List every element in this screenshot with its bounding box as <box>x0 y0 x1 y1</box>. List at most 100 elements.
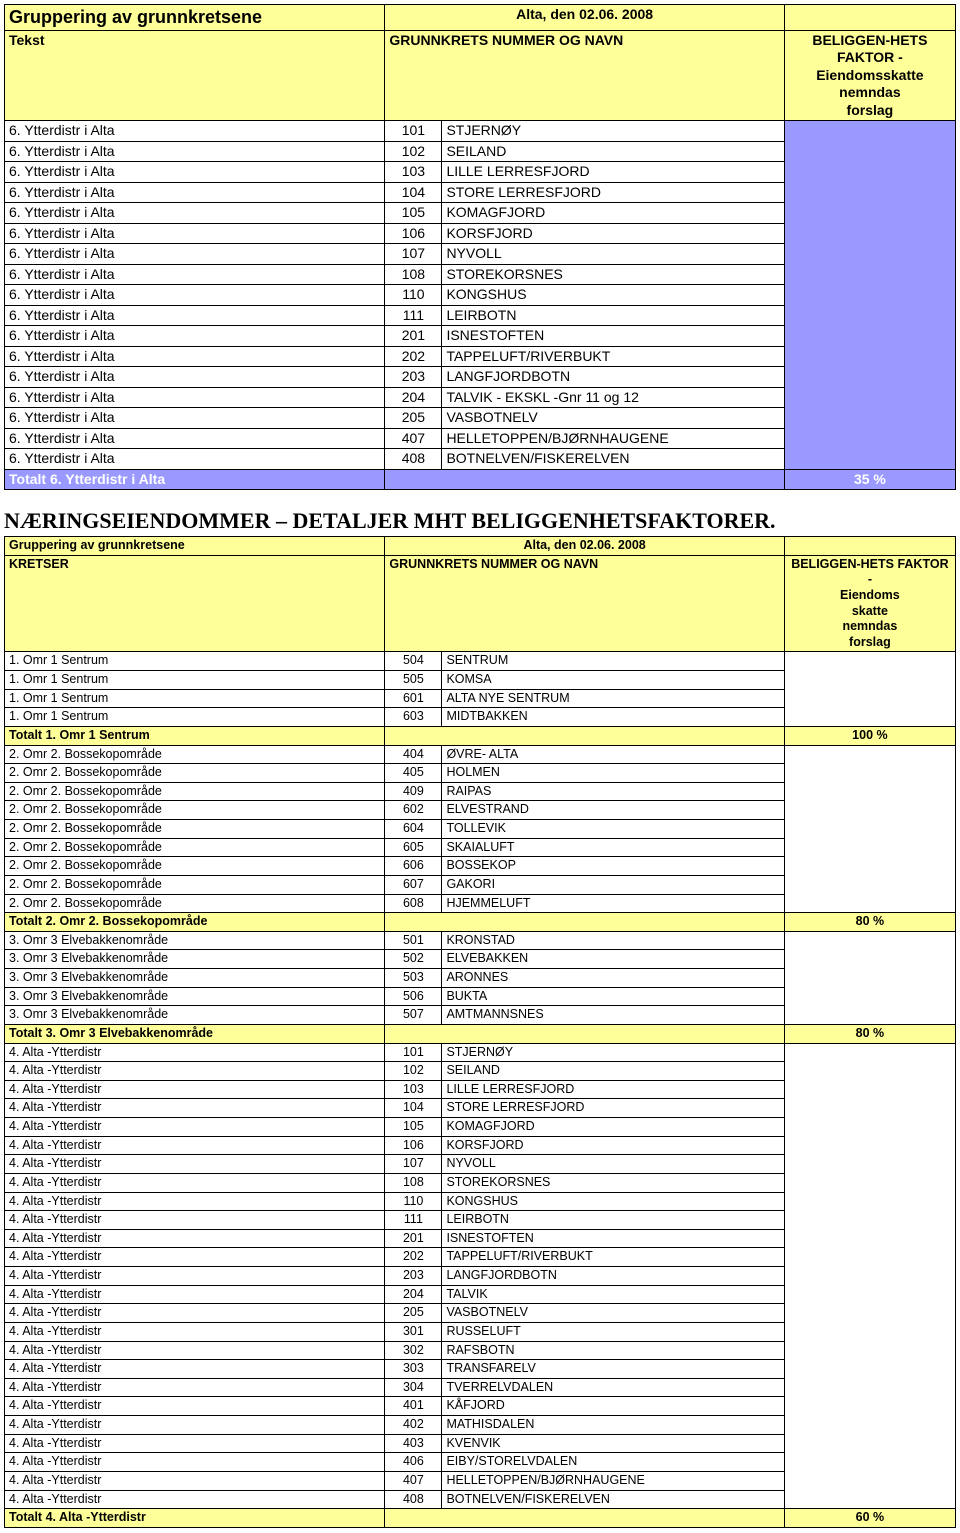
cell-number: 502 <box>385 950 442 969</box>
cell-number: 101 <box>385 121 442 142</box>
cell-number: 506 <box>385 987 442 1006</box>
cell-tekst: 4. Alta -Ytterdistr <box>5 1211 385 1230</box>
cell-tekst: 4. Alta -Ytterdistr <box>5 1341 385 1360</box>
cell-tekst: 4. Alta -Ytterdistr <box>5 1267 385 1286</box>
cell-number: 110 <box>385 1192 442 1211</box>
cell-name: EIBY/STORELVDALEN <box>442 1453 784 1472</box>
header-tekst: KRETSER <box>5 555 385 652</box>
cell-name: ØVRE- ALTA <box>442 745 784 764</box>
cell-number: 103 <box>385 1080 442 1099</box>
cell-tekst: 6. Ytterdistr i Alta <box>5 305 385 326</box>
cell-name: STJERNØY <box>442 1043 784 1062</box>
cell-number: 405 <box>385 764 442 783</box>
cell-tekst: 1. Omr 1 Sentrum <box>5 671 385 690</box>
cell-tekst: 6. Ytterdistr i Alta <box>5 121 385 142</box>
table-ytterdistr: Gruppering av grunnkretseneAlta, den 02.… <box>4 4 956 490</box>
cell-number: 204 <box>385 1285 442 1304</box>
cell-name: LANGFJORDBOTN <box>442 367 784 388</box>
cell-tekst: 2. Omr 2. Bossekopområde <box>5 764 385 783</box>
cell-name: TOLLEVIK <box>442 820 784 839</box>
cell-tekst: 4. Alta -Ytterdistr <box>5 1192 385 1211</box>
cell-tekst: 4. Alta -Ytterdistr <box>5 1453 385 1472</box>
cell-number: 105 <box>385 1118 442 1137</box>
total-blank <box>385 913 784 932</box>
cell-number: 202 <box>385 346 442 367</box>
cell-name: KVENVIK <box>442 1434 784 1453</box>
cell-name: KÅFJORD <box>442 1397 784 1416</box>
cell-number: 111 <box>385 1211 442 1230</box>
cell-tekst: 4. Alta -Ytterdistr <box>5 1248 385 1267</box>
cell-number: 507 <box>385 1006 442 1025</box>
cell-number: 505 <box>385 671 442 690</box>
cell-number: 402 <box>385 1416 442 1435</box>
cell-tekst: 4. Alta -Ytterdistr <box>5 1099 385 1118</box>
total-factor: 80 % <box>784 1024 955 1043</box>
cell-name: BOTNELVEN/FISKERELVEN <box>442 449 784 470</box>
cell-tekst: 1. Omr 1 Sentrum <box>5 689 385 708</box>
total-blank <box>385 1509 784 1528</box>
cell-name: ALTA NYE SENTRUM <box>442 689 784 708</box>
cell-number: 501 <box>385 931 442 950</box>
cell-name: ISNESTOFTEN <box>442 326 784 347</box>
cell-number: 203 <box>385 1267 442 1286</box>
cell-number: 205 <box>385 408 442 429</box>
factor-block <box>784 931 955 1024</box>
cell-number: 201 <box>385 1229 442 1248</box>
cell-tekst: 6. Ytterdistr i Alta <box>5 387 385 408</box>
cell-number: 408 <box>385 1490 442 1509</box>
cell-number: 202 <box>385 1248 442 1267</box>
cell-number: 407 <box>385 1471 442 1490</box>
cell-tekst: 2. Omr 2. Bossekopområde <box>5 838 385 857</box>
cell-number: 103 <box>385 162 442 183</box>
cell-name: KOMAGFJORD <box>442 203 784 224</box>
cell-tekst: 2. Omr 2. Bossekopområde <box>5 782 385 801</box>
cell-name: KORSFJORD <box>442 223 784 244</box>
cell-number: 111 <box>385 305 442 326</box>
cell-number: 606 <box>385 857 442 876</box>
header-grunnkrets: GRUNNKRETS NUMMER OG NAVN <box>385 30 784 121</box>
cell-name: VASBOTNELV <box>442 1304 784 1323</box>
cell-number: 102 <box>385 141 442 162</box>
cell-tekst: 3. Omr 3 Elvebakkenområde <box>5 969 385 988</box>
total-factor: 100 % <box>784 726 955 745</box>
cell-tekst: 4. Alta -Ytterdistr <box>5 1136 385 1155</box>
cell-tekst: 6. Ytterdistr i Alta <box>5 367 385 388</box>
cell-number: 401 <box>385 1397 442 1416</box>
factor-block <box>784 652 955 727</box>
cell-name: STJERNØY <box>442 121 784 142</box>
cell-name: STOREKORSNES <box>442 264 784 285</box>
cell-name: ARONNES <box>442 969 784 988</box>
total-factor: 60 % <box>784 1509 955 1528</box>
cell-tekst: 4. Alta -Ytterdistr <box>5 1155 385 1174</box>
cell-name: SEILAND <box>442 141 784 162</box>
table-row: 1. Omr 1 Sentrum504SENTRUM <box>5 652 956 671</box>
cell-name: RAIPAS <box>442 782 784 801</box>
cell-tekst: 2. Omr 2. Bossekopområde <box>5 894 385 913</box>
cell-number: 104 <box>385 182 442 203</box>
cell-tekst: 4. Alta -Ytterdistr <box>5 1378 385 1397</box>
cell-tekst: 4. Alta -Ytterdistr <box>5 1173 385 1192</box>
cell-number: 108 <box>385 264 442 285</box>
cell-name: KOMAGFJORD <box>442 1118 784 1137</box>
table-row: 6. Ytterdistr i Alta101STJERNØY <box>5 121 956 142</box>
cell-tekst: 6. Ytterdistr i Alta <box>5 162 385 183</box>
cell-name: LANGFJORDBOTN <box>442 1267 784 1286</box>
cell-number: 107 <box>385 1155 442 1174</box>
cell-tekst: 4. Alta -Ytterdistr <box>5 1043 385 1062</box>
table-date: Alta, den 02.06. 2008 <box>385 537 784 556</box>
cell-number: 409 <box>385 782 442 801</box>
cell-name: STORE LERRESFJORD <box>442 182 784 203</box>
cell-name: VASBOTNELV <box>442 408 784 429</box>
cell-number: 102 <box>385 1062 442 1081</box>
cell-number: 404 <box>385 745 442 764</box>
total-blank <box>385 469 784 490</box>
cell-name: ISNESTOFTEN <box>442 1229 784 1248</box>
cell-number: 601 <box>385 689 442 708</box>
cell-tekst: 6. Ytterdistr i Alta <box>5 408 385 429</box>
cell-name: ELVEBAKKEN <box>442 950 784 969</box>
total-row: Totalt 4. Alta -Ytterdistr60 % <box>5 1509 956 1528</box>
cell-name: TVERRELVDALEN <box>442 1378 784 1397</box>
cell-tekst: 4. Alta -Ytterdistr <box>5 1434 385 1453</box>
cell-number: 604 <box>385 820 442 839</box>
total-label: Totalt 1. Omr 1 Sentrum <box>5 726 385 745</box>
